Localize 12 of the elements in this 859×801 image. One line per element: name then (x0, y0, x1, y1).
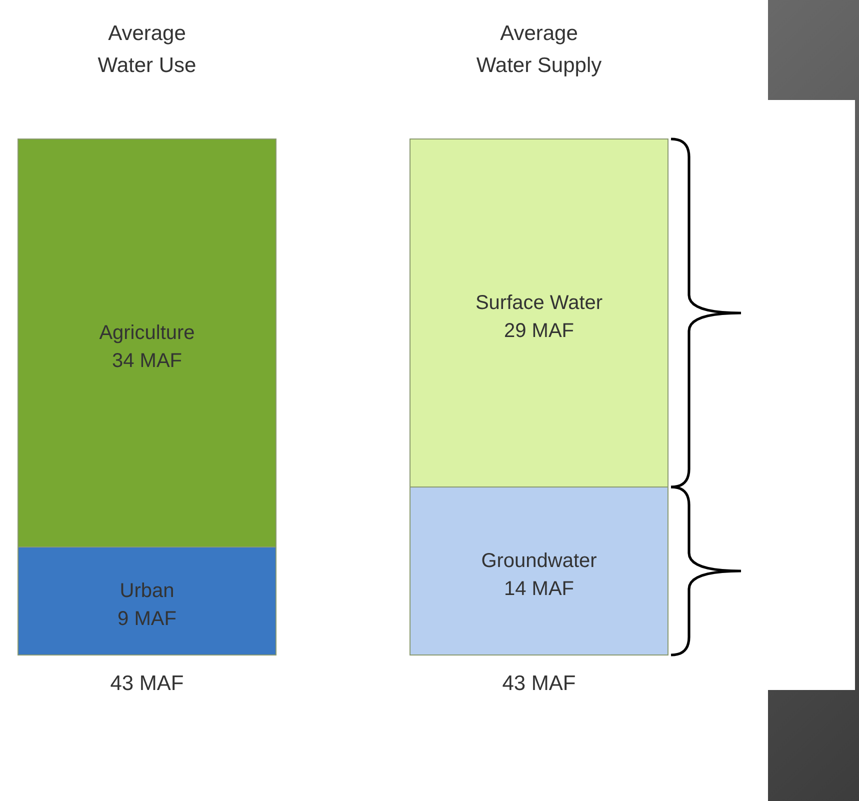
series-label: Agriculture (99, 322, 195, 344)
x-tick-label: Average Water Supply (476, 22, 602, 77)
data-label: 14 MAF (504, 578, 574, 600)
data-label: 29 MAF (504, 320, 574, 342)
x-tick-label: Average Water Use (98, 22, 196, 77)
series-label: Urban (120, 580, 174, 602)
series-label: Groundwater (481, 550, 598, 572)
series-label: Surface Water (475, 292, 603, 314)
data-label: 9 MAF (118, 608, 176, 630)
data-label: 34 MAF (112, 350, 182, 372)
total-label: 43 MAF (110, 672, 184, 695)
total-label: 43 MAF (502, 672, 576, 695)
